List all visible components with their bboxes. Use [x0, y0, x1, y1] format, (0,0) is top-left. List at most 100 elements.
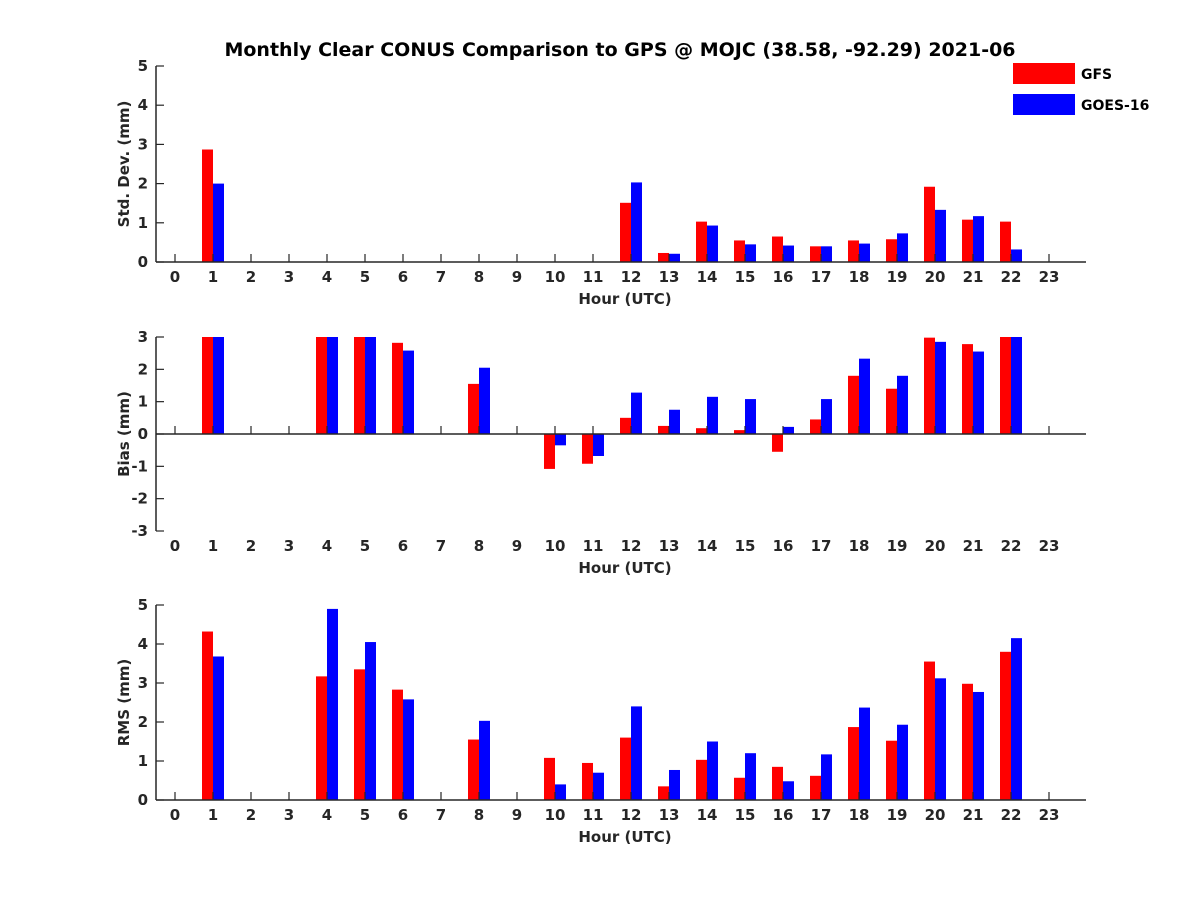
- bar-gfs-hour-13: [658, 786, 669, 800]
- y-tick-label: 3: [138, 328, 148, 346]
- x-tick-label: 4: [322, 268, 332, 286]
- bar-gfs-hour-14: [696, 428, 707, 434]
- bar-goes-16-hour-18: [859, 358, 870, 434]
- y-axis-label: Bias (mm): [115, 391, 133, 477]
- bar-goes-16-hour-14: [707, 396, 718, 434]
- x-tick-label: 14: [697, 806, 718, 824]
- y-tick-label: 2: [138, 713, 148, 731]
- bar-goes-16-hour-1: [213, 656, 224, 800]
- bar-goes-16-hour-1: [213, 183, 224, 262]
- bar-gfs-hour-8: [468, 383, 479, 434]
- x-tick-label: 6: [398, 806, 408, 824]
- bar-goes-16-hour-15: [745, 753, 756, 800]
- x-tick-label: 20: [925, 268, 946, 286]
- y-tick-label: 0: [138, 253, 148, 271]
- bar-gfs-hour-21: [962, 344, 973, 434]
- x-tick-label: 11: [583, 268, 604, 286]
- y-axis-label: RMS (mm): [115, 659, 133, 746]
- bar-gfs-hour-14: [696, 221, 707, 262]
- y-tick-label: 3: [138, 674, 148, 692]
- bar-goes-16-hour-1: [213, 337, 224, 434]
- x-tick-label: 22: [1001, 537, 1022, 555]
- x-tick-label: 3: [284, 537, 294, 555]
- x-tick-label: 17: [811, 537, 832, 555]
- bar-goes-16-hour-13: [669, 253, 680, 262]
- bar-goes-16-hour-21: [973, 351, 984, 434]
- bar-gfs-hour-12: [620, 417, 631, 434]
- bar-gfs-hour-5: [354, 669, 365, 800]
- bar-gfs-hour-18: [848, 727, 859, 800]
- bar-goes-16-hour-11: [593, 772, 604, 800]
- x-tick-label: 2: [246, 537, 256, 555]
- x-tick-label: 1: [208, 537, 218, 555]
- x-tick-label: 8: [474, 268, 484, 286]
- bar-gfs-hour-19: [886, 388, 897, 434]
- bar-gfs-hour-22: [1000, 337, 1011, 434]
- bar-goes-16-hour-13: [669, 769, 680, 800]
- bar-gfs-hour-6: [392, 342, 403, 434]
- y-tick-label: 1: [138, 214, 148, 232]
- x-tick-label: 4: [322, 806, 332, 824]
- y-tick-label: -3: [131, 522, 148, 540]
- legend-swatch-goes-16: [1013, 94, 1075, 115]
- x-tick-label: 9: [512, 268, 522, 286]
- legend-swatch-gfs: [1013, 63, 1075, 84]
- x-tick-label: 19: [887, 806, 908, 824]
- x-tick-label: 14: [697, 268, 718, 286]
- x-tick-label: 21: [963, 268, 984, 286]
- bar-goes-16-hour-15: [745, 244, 756, 262]
- bar-gfs-hour-13: [658, 425, 669, 434]
- y-tick-label: 4: [138, 96, 148, 114]
- bar-goes-16-hour-5: [365, 337, 376, 434]
- bar-gfs-hour-18: [848, 375, 859, 434]
- x-tick-label: 15: [735, 537, 756, 555]
- x-tick-label: 0: [170, 537, 180, 555]
- x-tick-label: 18: [849, 806, 870, 824]
- y-tick-label: -2: [131, 490, 148, 508]
- bar-gfs-hour-14: [696, 759, 707, 800]
- x-tick-label: 7: [436, 537, 446, 555]
- bar-goes-16-hour-10: [555, 784, 566, 800]
- bar-gfs-hour-15: [734, 430, 745, 434]
- x-tick-label: 6: [398, 268, 408, 286]
- y-tick-label: 1: [138, 393, 148, 411]
- x-tick-label: 1: [208, 806, 218, 824]
- x-tick-label: 23: [1039, 537, 1060, 555]
- bar-gfs-hour-15: [734, 240, 745, 262]
- y-tick-label: 5: [138, 596, 148, 614]
- bar-goes-16-hour-19: [897, 375, 908, 434]
- x-tick-label: 18: [849, 268, 870, 286]
- bar-gfs-hour-17: [810, 419, 821, 434]
- x-tick-label: 7: [436, 268, 446, 286]
- y-tick-label: 2: [138, 175, 148, 193]
- x-tick-label: 23: [1039, 806, 1060, 824]
- bar-gfs-hour-20: [924, 337, 935, 434]
- bar-goes-16-hour-16: [783, 426, 794, 434]
- x-tick-label: 9: [512, 806, 522, 824]
- x-tick-label: 9: [512, 537, 522, 555]
- x-tick-label: 14: [697, 537, 718, 555]
- x-tick-label: 5: [360, 537, 370, 555]
- y-axis-label: Std. Dev. (mm): [115, 101, 133, 228]
- x-tick-label: 12: [621, 537, 642, 555]
- bar-goes-16-hour-17: [821, 399, 832, 434]
- bar-gfs-hour-13: [658, 252, 669, 262]
- x-tick-label: 21: [963, 537, 984, 555]
- bar-goes-16-hour-10: [555, 434, 566, 446]
- y-tick-label: 3: [138, 135, 148, 153]
- bar-gfs-hour-22: [1000, 221, 1011, 262]
- bar-gfs-hour-10: [544, 757, 555, 800]
- bar-goes-16-hour-22: [1011, 249, 1022, 262]
- bar-goes-16-hour-22: [1011, 337, 1022, 434]
- bar-goes-16-hour-14: [707, 741, 718, 800]
- x-tick-label: 17: [811, 268, 832, 286]
- x-tick-label: 12: [621, 268, 642, 286]
- bar-goes-16-hour-12: [631, 706, 642, 800]
- bar-goes-16-hour-14: [707, 225, 718, 262]
- bar-gfs-hour-12: [620, 737, 631, 800]
- bar-gfs-hour-11: [582, 434, 593, 464]
- legend-label-goes-16: GOES-16: [1081, 98, 1149, 114]
- x-tick-label: 16: [773, 806, 794, 824]
- y-tick-label: 0: [138, 791, 148, 809]
